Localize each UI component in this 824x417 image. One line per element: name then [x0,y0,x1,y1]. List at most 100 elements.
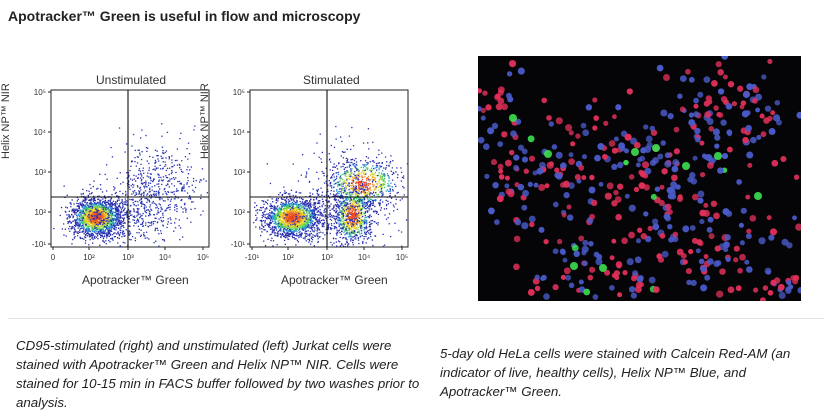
event-dot [360,166,362,169]
event-dot [133,222,136,224]
event-dot [363,192,365,194]
event-dot [286,236,288,238]
event-dot [103,195,106,197]
event-dot [129,225,131,227]
event-dot [101,222,103,224]
event-dot [154,149,157,151]
event-dot [290,231,292,233]
event-dot [289,219,291,221]
event-dot [302,203,304,205]
event-dot [95,226,97,228]
event-dot [113,236,116,238]
event-dot [280,214,282,216]
event-dot [356,205,358,208]
event-dot [311,236,313,238]
event-dot [353,208,355,210]
event-dot [107,235,109,237]
event-dot [275,226,277,229]
event-dot [81,222,83,225]
event-dot [308,211,311,213]
event-dot [261,214,263,217]
event-dot [301,206,303,208]
event-dot [96,213,98,216]
event-dot [111,214,113,216]
event-dot [168,158,170,160]
event-dot [89,235,91,238]
event-dot [157,212,159,214]
event-dot [126,215,128,217]
event-dot [151,209,153,211]
event-dot [105,225,108,227]
event-dot [133,219,135,221]
event-dot [168,156,170,158]
event-dot [292,215,295,217]
event-dot [367,176,370,178]
event-dot [117,224,119,226]
event-dot [144,197,146,200]
event-dot [335,204,337,206]
event-dot [341,214,344,216]
event-dot [373,189,375,191]
event-dot [86,216,89,218]
event-dot [290,209,293,211]
event-dot [94,227,96,229]
event-dot [103,197,105,199]
event-dot [102,236,105,238]
event-dot [153,194,155,197]
event-dot [379,182,381,184]
event-dot [92,206,94,208]
event-dot [105,220,107,222]
event-dot [306,233,308,235]
event-dot [350,207,352,210]
event-dot [287,226,289,228]
event-dot [157,174,159,176]
event-dot [282,222,284,224]
event-dot [137,213,140,215]
event-dot [295,216,297,219]
event-dot [87,225,90,228]
event-dot [73,237,75,239]
event-dot [182,211,184,213]
event-dot [76,212,78,214]
event-dot [72,209,74,211]
event-dot [341,216,343,218]
event-dot [98,213,100,215]
event-dot [72,215,75,217]
event-dot [96,226,99,228]
event-dot [403,194,405,196]
event-dot [86,211,88,213]
event-dot [131,145,133,147]
event-dot [88,233,90,235]
event-dot [290,228,292,230]
event-dot [143,172,145,174]
event-dot [336,189,338,191]
event-dot [91,220,93,222]
event-dot [149,222,151,224]
event-dot [350,229,353,231]
event-dot [103,219,105,221]
event-dot [362,201,364,203]
event-dot [315,197,318,199]
event-dot [76,209,78,211]
event-dot [295,210,297,213]
event-dot [364,193,367,195]
event-dot [93,230,96,232]
event-dot [342,163,344,165]
event-dot [367,162,369,164]
event-dot [152,200,154,203]
event-dot [359,208,361,211]
event-dot [102,222,105,224]
event-dot [91,207,94,209]
event-dot [105,212,107,214]
event-dot [341,203,344,205]
event-dot [122,204,124,206]
event-dot [354,234,356,237]
event-dot [350,148,352,151]
event-dot [296,214,298,217]
event-dot [91,213,93,216]
event-dot [99,204,101,206]
event-dot [290,223,292,225]
event-dot [275,207,277,209]
event-dot [165,169,167,172]
event-dot [352,230,354,232]
